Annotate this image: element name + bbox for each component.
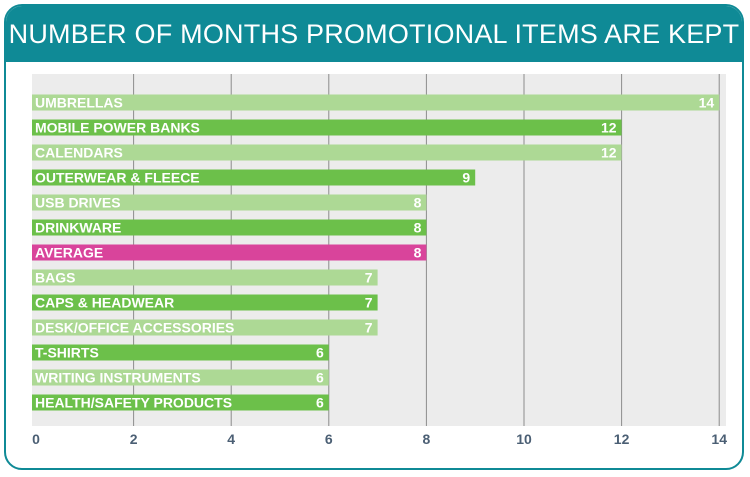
x-tick-label: 6 xyxy=(325,431,333,447)
bar xyxy=(32,319,378,336)
chart-header: NUMBER OF MONTHS PROMOTIONAL ITEMS ARE K… xyxy=(6,6,742,62)
x-tick-label: 0 xyxy=(32,431,40,447)
bar-value-label: 7 xyxy=(365,270,373,286)
x-tick-label: 2 xyxy=(130,431,138,447)
bar-value-label: 6 xyxy=(316,395,324,411)
bar xyxy=(32,294,378,311)
bar-category-label: HEALTH/SAFETY PRODUCTS xyxy=(35,395,232,411)
bar-value-label: 8 xyxy=(414,195,422,211)
bar-group: WRITING INSTRUMENTS 6 xyxy=(32,369,329,386)
bar-category-label: AVERAGE xyxy=(35,245,103,261)
bar-value-label: 6 xyxy=(316,345,324,361)
bar-group: USB DRIVES 8 xyxy=(32,194,427,211)
bar-category-label: UMBRELLAS xyxy=(35,95,123,111)
x-tick-label: 8 xyxy=(423,431,431,447)
bar-group: DESK/OFFICE ACCESSORIES 7 xyxy=(32,319,378,336)
bar xyxy=(32,219,427,236)
bar-value-label: 14 xyxy=(699,95,715,111)
bar-group: MOBILE POWER BANKS 12 xyxy=(32,119,622,136)
bar-value-label: 8 xyxy=(414,245,422,261)
bar-category-label: T-SHIRTS xyxy=(35,345,99,361)
chart-title: NUMBER OF MONTHS PROMOTIONAL ITEMS ARE K… xyxy=(8,18,740,49)
bar-group: UMBRELLAS 14 xyxy=(32,94,720,111)
bar-value-label: 12 xyxy=(601,145,617,161)
chart-card: NUMBER OF MONTHS PROMOTIONAL ITEMS ARE K… xyxy=(4,4,744,470)
bar-value-label: 7 xyxy=(365,320,373,336)
bar-group: CAPS & HEADWEAR 7 xyxy=(32,294,378,311)
bar xyxy=(32,244,427,261)
bar-value-label: 12 xyxy=(601,120,617,136)
bar xyxy=(32,169,476,186)
x-axis-ticks: 0 2 4 6 8 10 12 14 xyxy=(32,431,727,447)
bar-group: AVERAGE 8 xyxy=(32,244,427,261)
bar-category-label: BAGS xyxy=(35,270,75,286)
bar-category-label: MOBILE POWER BANKS xyxy=(35,120,200,136)
bar-category-label: OUTERWEAR & FLEECE xyxy=(35,170,200,186)
bar xyxy=(32,269,378,286)
x-tick-label: 4 xyxy=(227,431,235,447)
bar xyxy=(32,194,427,211)
bar-category-label: DRINKWARE xyxy=(35,220,121,236)
bar-group: T-SHIRTS 6 xyxy=(32,344,329,361)
bar-value-label: 8 xyxy=(414,220,422,236)
bar-category-label: USB DRIVES xyxy=(35,195,121,211)
bar-group: OUTERWEAR & FLEECE 9 xyxy=(32,169,476,186)
bar-category-label: CALENDARS xyxy=(35,145,123,161)
bar xyxy=(32,344,329,361)
bar-value-label: 9 xyxy=(462,170,470,186)
bar-group: CALENDARS 12 xyxy=(32,144,622,161)
bar-group: BAGS 7 xyxy=(32,269,378,286)
bar xyxy=(32,94,720,111)
bar-group: HEALTH/SAFETY PRODUCTS 6 xyxy=(32,394,329,411)
bar-value-label: 7 xyxy=(365,295,373,311)
bar xyxy=(32,119,622,136)
bar-category-label: DESK/OFFICE ACCESSORIES xyxy=(35,320,234,336)
bar-category-label: CAPS & HEADWEAR xyxy=(35,295,174,311)
bar-category-label: WRITING INSTRUMENTS xyxy=(35,370,201,386)
x-tick-label: 14 xyxy=(711,431,727,447)
bar xyxy=(32,144,622,161)
x-tick-label: 10 xyxy=(516,431,532,447)
bar-group: DRINKWARE 8 xyxy=(32,219,427,236)
bar xyxy=(32,369,329,386)
bar-value-label: 6 xyxy=(316,370,324,386)
x-tick-label: 12 xyxy=(614,431,630,447)
bar xyxy=(32,394,329,411)
